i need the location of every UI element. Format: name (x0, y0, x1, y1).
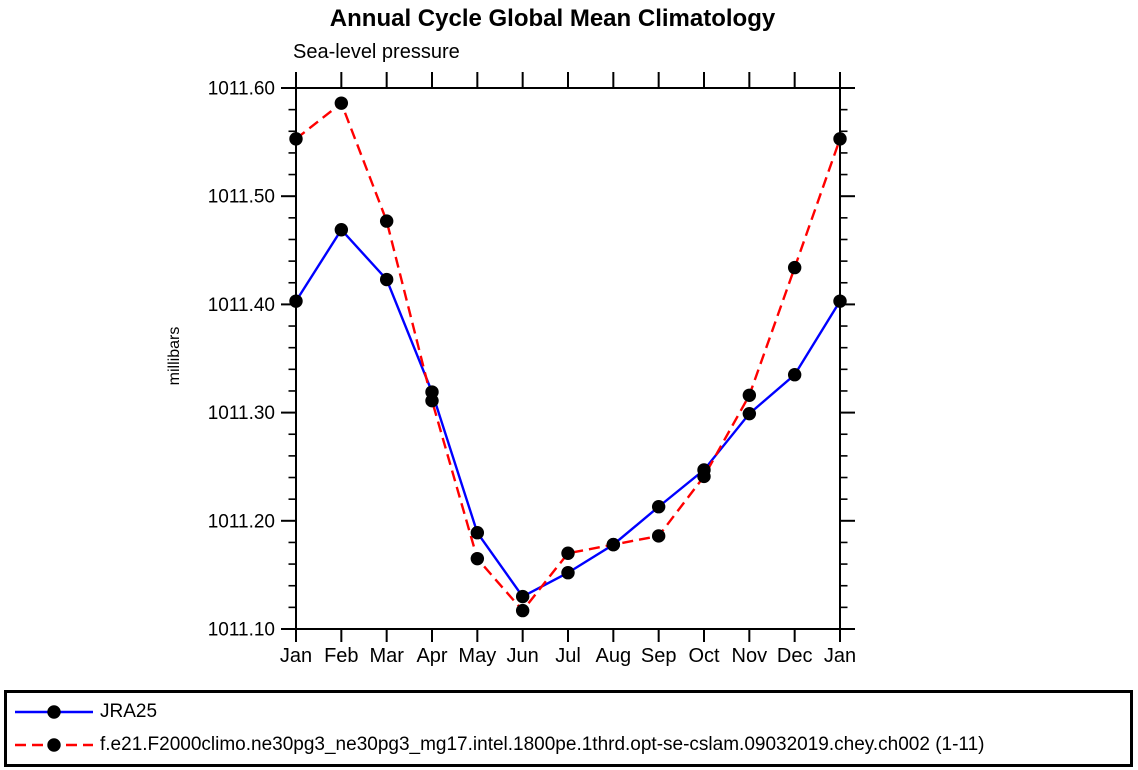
data-point-marker-s0 (470, 526, 485, 540)
data-point-marker-s1 (470, 551, 485, 566)
data-point-marker-s1 (379, 214, 394, 228)
legend-line-sample-model-run (15, 738, 93, 752)
data-point-marker-s1 (606, 537, 621, 552)
x-tick-label: Dec (777, 645, 813, 667)
x-tick-label: Jan (824, 645, 856, 667)
x-tick-label: Aug (596, 645, 632, 667)
series-line-1 (295, 101, 842, 613)
data-point-marker-s1 (334, 96, 349, 110)
legend: JRA25 f.e21.F2000climo.ne30pg3_ne30pg3_m… (4, 690, 1133, 767)
data-point-marker-s1 (515, 603, 530, 618)
data-point-marker-s0 (561, 566, 575, 580)
data-point-marker-s1 (787, 260, 802, 275)
data-point-marker-s1 (742, 388, 757, 402)
data-point-marker-s0 (289, 294, 303, 308)
data-point-marker-s1 (425, 393, 439, 408)
data-point-marker-s1 (833, 132, 847, 146)
y-tick-label: 1011.10 (208, 620, 275, 641)
legend-label-jra25: JRA25 (100, 701, 158, 722)
chart-title: Annual Cycle Global Mean Climatology (329, 5, 776, 32)
x-tick-label: Jun (507, 645, 539, 667)
x-tick-label: Sep (641, 645, 677, 667)
legend-item-model-run: f.e21.F2000climo.ne30pg3_ne30pg3_mg17.in… (15, 731, 1130, 759)
legend-label-model-run: f.e21.F2000climo.ne30pg3_ne30pg3_mg17.in… (100, 734, 985, 755)
y-tick-label: 1011.30 (208, 403, 275, 424)
chart-subtitle: Sea-level pressure (293, 41, 460, 63)
data-point-marker-s0 (651, 500, 666, 514)
series-line-0 (294, 227, 842, 599)
legend-line-sample-jra25 (15, 705, 93, 719)
data-point-marker-s0 (787, 368, 802, 382)
data-point-marker-s1 (651, 529, 666, 543)
x-tick-label: May (458, 645, 496, 667)
y-tick-label: 1011.20 (208, 511, 275, 532)
x-tick-label: Jul (555, 645, 581, 667)
data-point-marker-s1 (289, 132, 303, 146)
legend-item-jra25: JRA25 (15, 698, 1130, 726)
legend-sample-marker (47, 738, 61, 752)
y-tick-label: 1011.60 (208, 79, 275, 100)
x-tick-label: Jan (280, 645, 312, 667)
x-tick-label: Apr (416, 645, 447, 667)
y-tick-label: 1011.40 (208, 295, 275, 316)
x-tick-label: Oct (688, 645, 720, 667)
data-point-marker-s0 (334, 223, 349, 237)
data-point-marker-s0 (833, 294, 847, 308)
data-point-marker-s0 (515, 589, 530, 604)
plot-area: 1011.10 1011.20 1011.30 1011.40 1011.50 1011.… (208, 72, 856, 667)
legend-sample-marker (47, 705, 61, 719)
x-tick-label: Mar (369, 645, 404, 667)
data-point-marker-s0 (379, 272, 394, 287)
x-tick-label: Feb (324, 645, 358, 667)
x-tick-label: Nov (732, 645, 768, 667)
y-tick-label: 1011.50 (208, 187, 275, 208)
data-point-marker-s1 (561, 546, 575, 560)
data-point-marker-s1 (697, 469, 711, 484)
data-point-marker-s0 (742, 406, 757, 421)
